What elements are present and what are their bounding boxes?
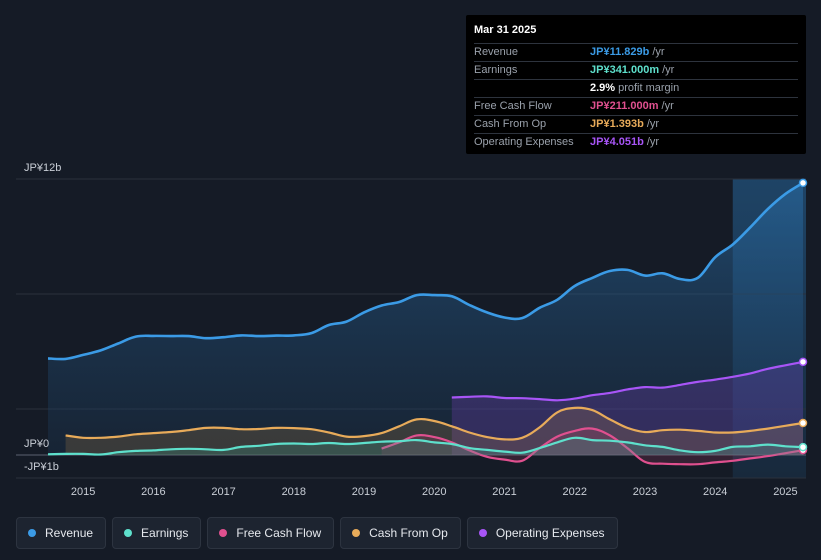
tooltip-row-value: 2.9% bbox=[590, 82, 616, 94]
revenue-end-marker bbox=[798, 178, 808, 188]
chart-area: 2015 2016 2017 2018 2019 2020 2021 2022 2023 2024… bbox=[16, 162, 808, 498]
tooltip-row: 2.9% profit margin bbox=[474, 80, 798, 98]
tooltip-row-unit: /yr bbox=[652, 46, 665, 58]
operating-expenses-end-marker bbox=[798, 357, 808, 367]
free-cash-flow-line bbox=[381, 427, 804, 466]
earnings-end-marker bbox=[798, 442, 808, 452]
legend-label: Free Cash Flow bbox=[236, 526, 322, 540]
y-axis-label-top: JP¥12b bbox=[24, 162, 61, 174]
tooltip-row-label: Revenue bbox=[474, 46, 519, 58]
x-tick-label: 2017 bbox=[211, 486, 235, 498]
legend-dot-icon bbox=[219, 529, 228, 537]
legend-item-cash-from-op[interactable]: Cash From Op bbox=[340, 517, 461, 549]
tooltip-row-value: JP¥4.051b bbox=[590, 136, 644, 148]
x-tick-label: 2025 bbox=[773, 486, 797, 498]
tooltip-row: Free Cash Flow JP¥211.000m/yr bbox=[474, 98, 798, 116]
revenue-line bbox=[47, 181, 804, 361]
free-cash-flow-area bbox=[381, 428, 803, 465]
tooltip-row-value: JP¥341.000m bbox=[590, 64, 660, 76]
tooltip-row-label: Cash From Op bbox=[474, 118, 547, 130]
cash-from-op-area bbox=[65, 407, 804, 455]
tooltip-row-unit: /yr bbox=[646, 118, 660, 130]
x-tick-label: 2022 bbox=[563, 486, 587, 498]
legend: Revenue Earnings Free Cash Flow Cash From O… bbox=[16, 517, 618, 549]
x-axis: 2015 2016 2017 2018 2019 2020 2021 2022 2023 2024… bbox=[71, 486, 798, 498]
operating-expenses-line bbox=[451, 360, 804, 402]
tooltip-row-value: JP¥1.393b bbox=[590, 118, 644, 130]
tooltip-row-label bbox=[474, 80, 590, 97]
tooltip-row-label: Free Cash Flow bbox=[474, 100, 552, 112]
cash-from-op-end-marker bbox=[798, 418, 808, 428]
tooltip-row-label: Operating Expenses bbox=[474, 136, 574, 148]
x-tick-label: 2023 bbox=[633, 486, 657, 498]
tooltip-row-unit: /yr bbox=[662, 64, 675, 76]
legend-label: Earnings bbox=[141, 526, 189, 540]
legend-dot-icon bbox=[352, 529, 361, 537]
legend-dot-icon bbox=[478, 529, 487, 537]
legend-dot-icon bbox=[28, 529, 36, 537]
data-tooltip: Mar 31 2025 Revenue JP¥11.829b/yr Earnings… bbox=[466, 15, 806, 154]
x-tick-label: 2015 bbox=[71, 486, 95, 498]
revenue-area bbox=[48, 182, 803, 455]
tooltip-row: Revenue JP¥11.829b/yr bbox=[474, 44, 798, 62]
tooltip-row-unit: profit margin bbox=[618, 82, 680, 94]
tooltip-row: Earnings JP¥341.000m/yr bbox=[474, 62, 798, 80]
x-tick-label: 2024 bbox=[703, 486, 727, 498]
legend-label: Revenue bbox=[45, 526, 94, 540]
x-tick-label: 2018 bbox=[282, 486, 306, 498]
tooltip-row-unit: /yr bbox=[646, 136, 660, 148]
y-axis-label-bottom: -JP¥1b bbox=[24, 461, 59, 473]
legend-label: Operating Expenses bbox=[495, 526, 605, 540]
tooltip-row-label: Earnings bbox=[474, 64, 518, 76]
legend-dot-icon bbox=[124, 529, 133, 537]
legend-item-operating-expenses[interactable]: Operating Expenses bbox=[466, 517, 618, 549]
series-layer bbox=[47, 181, 804, 466]
earnings-line bbox=[47, 436, 804, 456]
tooltip-date: Mar 31 2025 bbox=[474, 23, 798, 44]
tooltip-row: Operating Expenses JP¥4.051b/yr bbox=[474, 134, 798, 151]
x-tick-label: 2019 bbox=[352, 486, 376, 498]
x-tick-label: 2021 bbox=[492, 486, 516, 498]
tooltip-row-value: JP¥211.000m bbox=[590, 100, 659, 112]
legend-item-revenue[interactable]: Revenue bbox=[16, 517, 107, 549]
tooltip-row-value: JP¥11.829b bbox=[590, 46, 650, 58]
cash-from-op-line bbox=[65, 406, 804, 441]
legend-item-free-cash-flow[interactable]: Free Cash Flow bbox=[207, 517, 335, 549]
tooltip-row-unit: /yr bbox=[661, 100, 674, 112]
legend-item-earnings[interactable]: Earnings bbox=[112, 517, 202, 549]
legend-label: Cash From Op bbox=[369, 526, 448, 540]
end-markers bbox=[798, 178, 808, 455]
y-axis-label-zero: JP¥0 bbox=[24, 438, 49, 450]
x-tick-label: 2020 bbox=[422, 486, 446, 498]
x-tick-label: 2016 bbox=[141, 486, 165, 498]
tooltip-row: Cash From Op JP¥1.393b/yr bbox=[474, 116, 798, 134]
